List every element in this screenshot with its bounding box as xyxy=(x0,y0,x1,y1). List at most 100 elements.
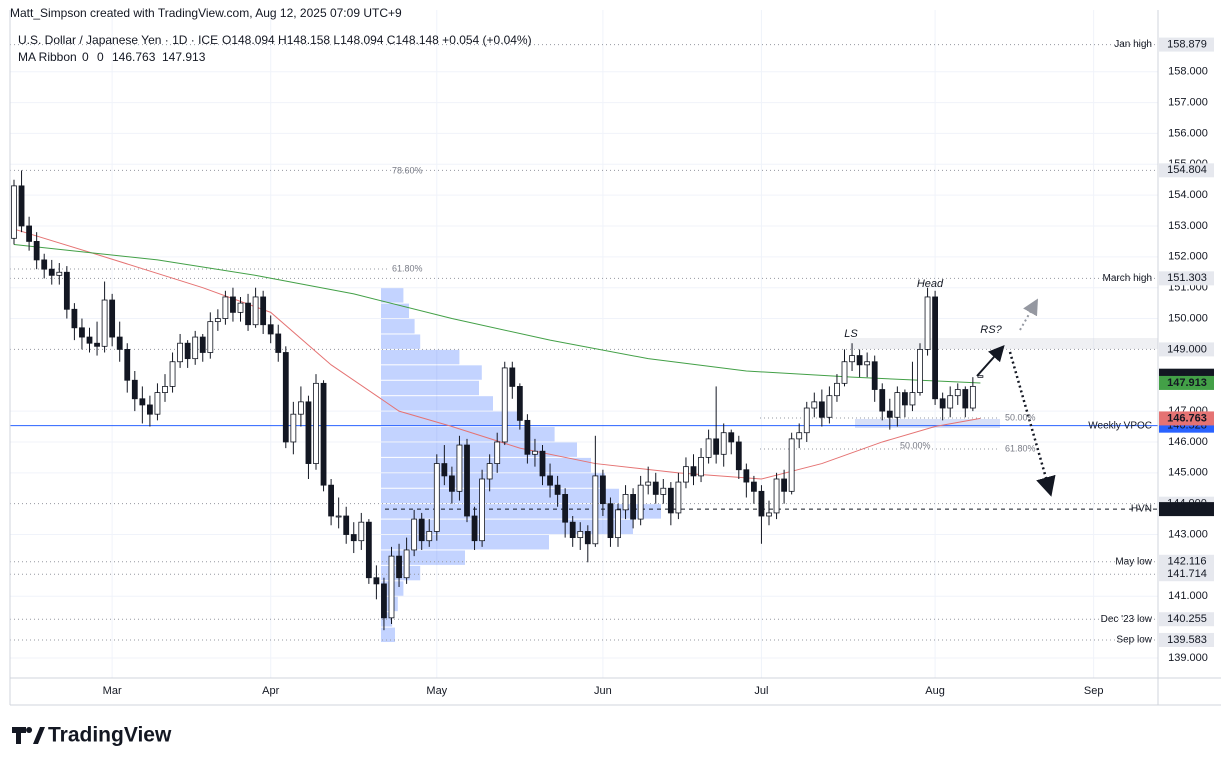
price-tag xyxy=(1159,375,1214,390)
candle-body xyxy=(509,367,516,387)
candle-body xyxy=(781,478,787,492)
candle-body xyxy=(932,296,938,400)
candle-body xyxy=(396,555,402,579)
candle-body xyxy=(826,395,833,418)
volume-profile-bar xyxy=(381,473,605,488)
candle-body xyxy=(139,398,146,406)
volume-profile-bar xyxy=(381,627,395,643)
price-tag xyxy=(1159,567,1214,582)
candle-body xyxy=(282,352,289,443)
candle-body xyxy=(486,463,493,480)
candle-body xyxy=(426,531,433,542)
candle-body xyxy=(464,444,470,517)
candle-body xyxy=(328,484,335,517)
y-tick-label: 158.000 xyxy=(1168,66,1208,78)
candle-body xyxy=(645,481,652,486)
candle-body xyxy=(411,518,418,551)
level-note: Weekly VPOC xyxy=(1088,420,1152,431)
volume-profile-bar xyxy=(381,288,404,303)
volume-profile-bar xyxy=(381,442,577,457)
y-tick-label: 154.000 xyxy=(1168,189,1208,201)
volume-profile-bar xyxy=(381,319,415,334)
volume-profile-bar xyxy=(381,349,460,365)
x-tick-label: Jun xyxy=(594,685,612,697)
candle-body xyxy=(260,296,267,326)
logo: TradingView xyxy=(12,724,172,747)
candle-body xyxy=(856,355,863,366)
candle-body xyxy=(720,432,727,455)
vpoc-zone xyxy=(855,419,1000,428)
candle-body xyxy=(162,386,168,393)
grid-layer xyxy=(10,10,1158,678)
candle-body xyxy=(403,549,410,579)
candle-body xyxy=(252,296,259,326)
level-note: HVN xyxy=(1131,504,1152,515)
annotation: 78.60% xyxy=(392,165,423,175)
x-tick-label: Sep xyxy=(1084,685,1104,697)
candle-body xyxy=(939,398,946,409)
candle-body xyxy=(71,308,78,329)
annotation: 50.00% xyxy=(1005,412,1036,422)
candle-body xyxy=(177,342,184,363)
annotation: 61.80% xyxy=(392,263,423,273)
candle-body xyxy=(871,361,878,390)
candle-body xyxy=(690,466,697,477)
candle-body xyxy=(313,382,319,464)
ohlc: O148.094 H148.158 L148.094 C148.148 +0.0… xyxy=(222,33,532,47)
y-tick-label: 145.000 xyxy=(1168,467,1208,479)
y-tick-label: 146.000 xyxy=(1168,436,1208,448)
candle-body xyxy=(622,494,629,511)
candle-body xyxy=(879,389,886,412)
candle-body xyxy=(834,382,840,397)
author-line: Matt_Simpson created with TradingView.co… xyxy=(10,6,402,20)
candle-body xyxy=(418,518,425,542)
candle-body xyxy=(811,401,818,409)
y-tick-label: 156.000 xyxy=(1168,127,1208,139)
level-note: Sep low xyxy=(1116,635,1152,646)
candle-body xyxy=(388,555,395,619)
candle-body xyxy=(962,389,969,409)
price-tag-label: 139.583 xyxy=(1167,634,1207,646)
candle-body xyxy=(18,185,25,227)
candle-body xyxy=(788,438,795,492)
candle-body xyxy=(381,583,387,619)
candle-body xyxy=(864,361,871,366)
price-tag xyxy=(1159,411,1214,426)
candle-body xyxy=(41,259,48,270)
x-tick-label: Mar xyxy=(103,685,122,697)
candle-body xyxy=(539,450,546,477)
volume-profile-bar xyxy=(381,427,555,442)
price-tag-label: 146.763 xyxy=(1167,412,1207,424)
price-tag xyxy=(1159,342,1214,357)
candle-body xyxy=(184,342,191,360)
candle-body xyxy=(683,466,689,483)
candle-body xyxy=(267,324,274,335)
x-tick-label: Aug xyxy=(925,685,945,697)
candle-body xyxy=(630,494,636,520)
candle-body xyxy=(637,484,644,520)
candle-body xyxy=(116,336,123,350)
volume-profile-bar xyxy=(381,550,465,565)
candle-body xyxy=(592,475,599,545)
candle-body xyxy=(199,336,206,353)
volume-profile-bar xyxy=(381,396,493,411)
candle-body xyxy=(615,509,621,539)
candle-body xyxy=(11,185,17,239)
candle-body xyxy=(245,302,251,326)
candle-body xyxy=(48,268,55,276)
candle-body xyxy=(373,577,380,585)
level-note: May low xyxy=(1115,556,1152,567)
candle-body xyxy=(94,342,100,347)
price-tag-label: 149.000 xyxy=(1167,343,1207,355)
candle-body xyxy=(79,327,85,338)
candle-body xyxy=(109,299,116,338)
candle-body xyxy=(101,299,108,347)
candle-body xyxy=(554,484,561,495)
candle-body xyxy=(902,392,908,406)
candle-body xyxy=(705,438,712,458)
candle-body xyxy=(350,534,357,542)
volume-profile-bar xyxy=(381,411,521,427)
y-tick-label: 152.000 xyxy=(1168,251,1208,263)
candle-body xyxy=(969,386,976,409)
indicator-value: 147.913 xyxy=(162,50,206,64)
